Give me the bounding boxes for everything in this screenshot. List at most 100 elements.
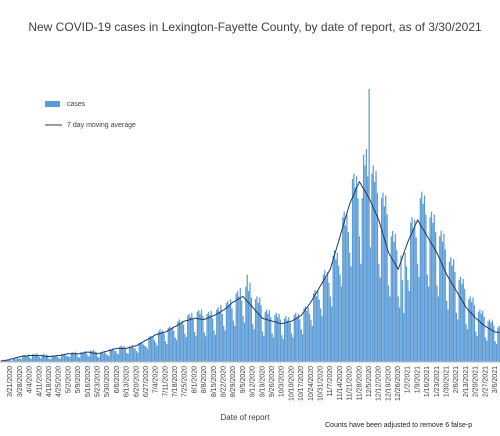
x-tick-label: 5/23/2020 [94, 366, 101, 397]
bar [48, 358, 50, 362]
bar [398, 307, 401, 362]
bar [308, 313, 311, 362]
bar [274, 315, 276, 362]
footnote: Counts have been adjusted to remove 6 fa… [325, 422, 472, 429]
bar [250, 297, 253, 362]
bar [44, 355, 46, 362]
bar [307, 307, 309, 362]
bar [358, 236, 361, 362]
bar [142, 344, 144, 362]
bar [146, 348, 149, 362]
bar [184, 333, 186, 362]
bar [326, 271, 329, 362]
bar [469, 296, 471, 362]
bar [267, 313, 269, 362]
bar [331, 306, 333, 362]
bar [379, 277, 381, 362]
bar [480, 313, 482, 362]
bar [257, 303, 259, 362]
bar [34, 355, 36, 362]
bar [412, 228, 415, 362]
bar [441, 241, 444, 362]
bar [368, 88, 370, 362]
bar [115, 351, 117, 362]
bar [12, 358, 14, 362]
bar [159, 329, 161, 362]
bar [69, 357, 71, 362]
bar [141, 342, 143, 362]
bar [458, 280, 460, 362]
bar [84, 351, 86, 362]
bar [37, 354, 39, 362]
bar [470, 301, 473, 362]
bar [22, 355, 24, 362]
bar [54, 356, 56, 362]
x-tick-label: 4/11/2020 [36, 366, 43, 397]
bar [465, 323, 467, 362]
x-tick-label: 2/27/2021 [482, 366, 489, 397]
bar [225, 303, 228, 362]
x-tick-label: 11/21/2020 [347, 366, 354, 401]
x-tick-label: 9/5/2020 [240, 366, 247, 393]
bar [246, 274, 248, 362]
bar [275, 312, 277, 362]
bar [101, 351, 103, 362]
bar [91, 351, 93, 362]
bar [202, 316, 204, 362]
bar [126, 352, 128, 362]
bar [454, 271, 456, 362]
x-tick-label: 5/30/2020 [104, 366, 111, 397]
bar [103, 352, 106, 362]
bar [430, 211, 433, 362]
bar [324, 270, 326, 362]
x-tick-label: 8/8/2020 [201, 366, 208, 393]
bar [322, 274, 325, 362]
bar [461, 283, 463, 362]
bar [281, 335, 283, 362]
bar [468, 299, 470, 362]
bar [418, 276, 420, 362]
bar [347, 232, 349, 362]
bar [227, 300, 229, 362]
bar [437, 296, 439, 362]
bar [124, 348, 126, 362]
bar [102, 353, 104, 362]
bar [130, 347, 132, 362]
bar [231, 308, 233, 362]
bar [112, 348, 114, 362]
bar [343, 211, 345, 362]
bar [214, 334, 216, 362]
bar [72, 352, 74, 362]
bar [459, 276, 462, 362]
x-tick-label: 2/13/2021 [463, 366, 470, 397]
bar [98, 357, 100, 362]
bar [299, 319, 301, 362]
bar [92, 349, 95, 362]
bar [232, 320, 235, 362]
bar [315, 296, 318, 362]
bar [51, 355, 53, 362]
bar [342, 217, 344, 362]
bar [152, 336, 154, 362]
bar [195, 335, 197, 362]
bar [31, 354, 34, 362]
bar [199, 313, 201, 362]
bar [9, 360, 12, 362]
bar [55, 354, 57, 362]
x-tick-label: 10/3/2020 [279, 366, 286, 397]
bar [223, 325, 225, 362]
bar [351, 179, 354, 362]
bar [205, 336, 207, 362]
bar [400, 255, 402, 362]
bar [476, 335, 478, 362]
bar [27, 354, 30, 362]
bar [16, 357, 18, 362]
bar [353, 173, 355, 362]
bar [245, 286, 247, 362]
bar [415, 237, 417, 362]
bar [210, 310, 212, 362]
bar [242, 316, 244, 362]
bar [209, 315, 211, 362]
bar [396, 250, 398, 362]
bar [167, 328, 169, 362]
